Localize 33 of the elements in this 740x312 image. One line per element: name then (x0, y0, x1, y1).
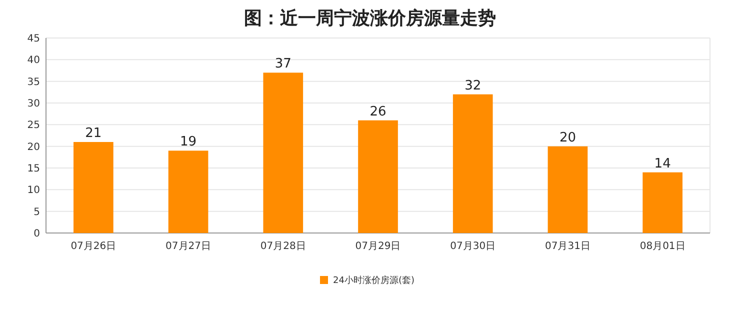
x-tick-label: 07月31日 (544, 241, 590, 252)
x-tick-label: 07月26日 (70, 241, 116, 252)
y-tick-label: 25 (27, 120, 40, 132)
y-tick-label: 20 (27, 142, 40, 153)
bar (358, 120, 398, 233)
y-tick-label: 15 (27, 164, 40, 174)
y-tick-label: 10 (27, 185, 40, 196)
y-tick-label: 0 (34, 228, 40, 240)
y-tick-label: 40 (27, 55, 40, 66)
data-label: 32 (464, 78, 482, 94)
chart-title: 图：近一周宁波涨价房源量走势 (244, 8, 496, 29)
data-label: 26 (370, 104, 386, 120)
y-tick-label: 45 (27, 34, 40, 44)
data-label: 20 (559, 130, 576, 146)
bar (548, 146, 588, 233)
data-label: 19 (180, 134, 197, 150)
bar (168, 150, 208, 233)
y-tick-label: 30 (27, 98, 40, 110)
y-tick-label: 35 (27, 76, 40, 88)
bar (452, 94, 493, 233)
bar (74, 142, 114, 233)
legend-label: 24小时涨价房源(套) (333, 275, 414, 286)
x-tick-label: 07月29日 (355, 241, 401, 252)
data-label: 37 (274, 56, 292, 72)
bar (263, 72, 304, 233)
y-tick-label: 5 (34, 206, 40, 218)
x-tick-label: 07月28日 (260, 241, 306, 252)
bar (642, 172, 682, 233)
x-tick-label: 08月01日 (640, 241, 686, 252)
data-label: 21 (85, 126, 102, 141)
x-tick-label: 07月30日 (450, 241, 496, 252)
x-tick-label: 07月27日 (166, 241, 212, 252)
data-label: 14 (654, 156, 671, 172)
